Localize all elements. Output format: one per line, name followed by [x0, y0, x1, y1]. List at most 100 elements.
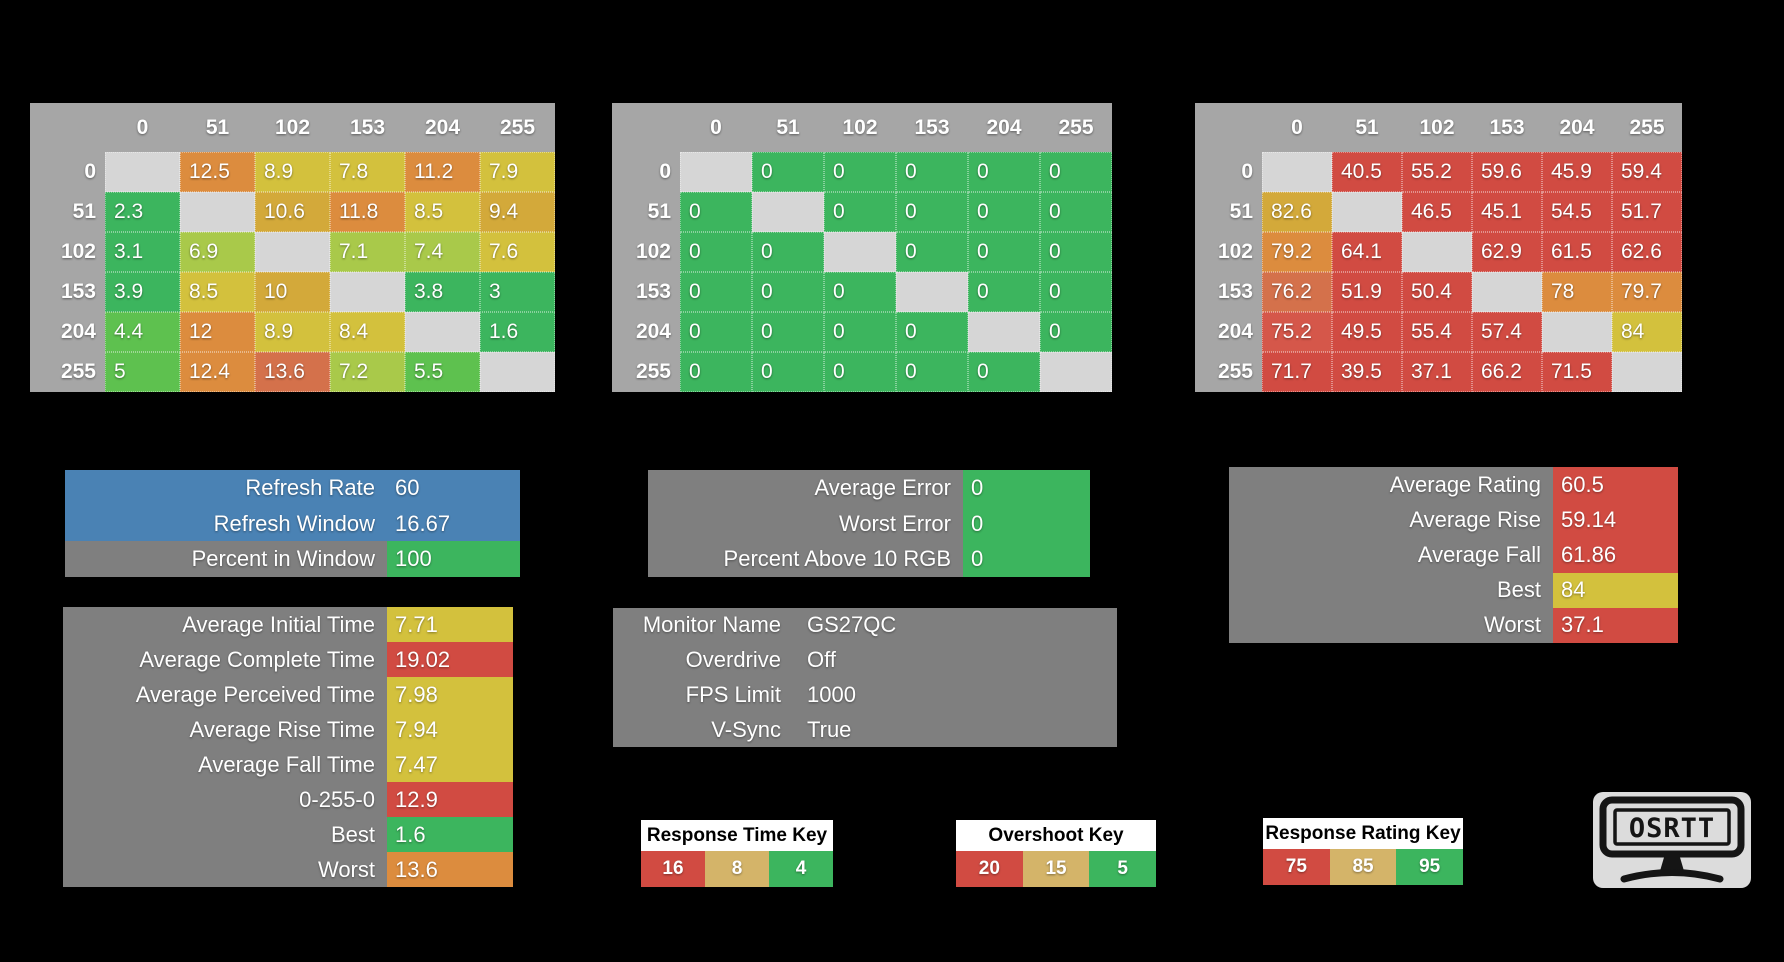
- times-row: Average Fall Time 7.47: [63, 747, 513, 782]
- times-label: Average Complete Time: [63, 642, 387, 677]
- overshoot-cell: 0: [824, 312, 896, 352]
- overshoot-cell: 0: [896, 312, 968, 352]
- rating-label: Best: [1229, 572, 1553, 608]
- response-time-cell: 8.4: [330, 312, 405, 352]
- response-rating-cell: 39.5: [1332, 352, 1402, 392]
- key-cell: 20: [956, 851, 1023, 887]
- response-rating-cell: 62.9: [1472, 232, 1542, 272]
- rating-label: Worst: [1229, 607, 1553, 644]
- refresh-value: 60: [387, 470, 520, 506]
- overshoot-cell: 0: [680, 192, 752, 232]
- overshoot-cell: 0: [896, 352, 968, 392]
- monitor-logo-icon: OSRTT: [1599, 796, 1745, 883]
- response-rating-cell: 55.2: [1402, 152, 1472, 192]
- rating-value: 59.14: [1553, 502, 1678, 538]
- error-row: Average Error 0: [648, 470, 1090, 506]
- response-time-cell: 7.9: [480, 152, 555, 192]
- monitor-value: Off: [793, 642, 1117, 678]
- times-value: 13.6: [387, 852, 513, 887]
- key-title: Overshoot Key: [956, 820, 1156, 851]
- error-row: Percent Above 10 RGB 0: [648, 541, 1090, 578]
- overshoot-cell: 0: [968, 192, 1040, 232]
- overshoot-cell: 0: [680, 272, 752, 312]
- response-rating-cell: 37.1: [1402, 352, 1472, 392]
- response-rating-cell: 54.5: [1542, 192, 1612, 232]
- monitor-label: FPS Limit: [613, 677, 793, 713]
- response-rating-col-header: 153: [1472, 103, 1542, 152]
- response-time-cell: 5.5: [405, 352, 480, 392]
- rating-label: Average Rise: [1229, 502, 1553, 538]
- times-row: Best 1.6: [63, 817, 513, 852]
- times-label: Average Fall Time: [63, 747, 387, 782]
- rating-value: 60.5: [1553, 467, 1678, 503]
- response-rating-row-header: 102: [1195, 232, 1262, 272]
- overshoot-cell: 0: [896, 232, 968, 272]
- response-time-cell: 8.5: [405, 192, 480, 232]
- response-time-cell: 7.4: [405, 232, 480, 272]
- response-time-cell: 10.6: [255, 192, 330, 232]
- key-cell: 4: [769, 851, 833, 887]
- response-time-cell: 2.3: [105, 192, 180, 232]
- overshoot-row-header: 255: [612, 352, 680, 392]
- response-time-row-header: 255: [30, 352, 105, 392]
- overshoot-row-header: 102: [612, 232, 680, 272]
- rating-value: 37.1: [1553, 607, 1678, 644]
- response-time-cell: 11.2: [405, 152, 480, 192]
- key-cells: 16 8 4: [641, 851, 833, 887]
- response-rating-cell: 49.5: [1332, 312, 1402, 352]
- overshoot-col-header: 102: [824, 103, 896, 152]
- monitor-value: GS27QC: [793, 608, 1117, 643]
- response-rating-cell: 61.5: [1542, 232, 1612, 272]
- times-value: 7.71: [387, 607, 513, 642]
- rating-row: Average Fall 61.86: [1229, 537, 1678, 573]
- error-label: Worst Error: [648, 505, 963, 542]
- response-time-cell: 8.9: [255, 152, 330, 192]
- response-time-table: 0 51 102 153 204 255 0 12.5 8.9 7.8 11.2 7.9 51 2.3 10…: [30, 103, 555, 392]
- response-time-diagonal-cell: [405, 312, 480, 352]
- overshoot-diagonal-cell: [680, 152, 752, 192]
- monitor-label: V-Sync: [613, 712, 793, 747]
- overshoot-cell: 0: [824, 352, 896, 392]
- response-rating-row-header: 204: [1195, 312, 1262, 352]
- response-rating-row-header: 153: [1195, 272, 1262, 312]
- overshoot-cell: 0: [824, 152, 896, 192]
- times-label: Average Initial Time: [63, 607, 387, 642]
- overshoot-table: 0 51 102 153 204 255 0 0 0 0 0 0 51 0 0 0 0 0 102 0 0 0 0 0 153 0…: [612, 103, 1112, 392]
- overshoot-row-header: 153: [612, 272, 680, 312]
- response-rating-cell: 55.4: [1402, 312, 1472, 352]
- refresh-label: Refresh Rate: [65, 470, 387, 506]
- osrtt-logo: OSRTT: [1593, 792, 1751, 888]
- monitor-label: Overdrive: [613, 642, 793, 678]
- response-time-key: Response Time Key 16 8 4: [641, 820, 833, 887]
- response-time-cell: 3: [480, 272, 555, 312]
- overshoot-cell: 0: [1040, 232, 1112, 272]
- times-row: 0-255-0 12.9: [63, 782, 513, 817]
- key-title: Response Time Key: [641, 820, 833, 851]
- overshoot-cell: 0: [824, 272, 896, 312]
- times-label: Worst: [63, 852, 387, 887]
- response-rating-corner: [1195, 103, 1262, 152]
- response-rating-cell: 66.2: [1472, 352, 1542, 392]
- response-time-cell: 7.1: [330, 232, 405, 272]
- key-cell: 16: [641, 851, 705, 887]
- monitor-row: V-Sync True: [613, 712, 1117, 747]
- response-time-cell: 7.2: [330, 352, 405, 392]
- response-time-diagonal-cell: [330, 272, 405, 312]
- overshoot-row-header: 51: [612, 192, 680, 232]
- refresh-value: 100: [387, 541, 520, 578]
- response-time-cell: 8.5: [180, 272, 255, 312]
- monitor-row: Monitor Name GS27QC: [613, 608, 1117, 643]
- times-value: 7.94: [387, 712, 513, 747]
- overshoot-cell: 0: [968, 152, 1040, 192]
- overshoot-col-header: 153: [896, 103, 968, 152]
- refresh-label: Refresh Window: [65, 505, 387, 542]
- times-value: 7.47: [387, 747, 513, 782]
- response-rating-cell: 45.1: [1472, 192, 1542, 232]
- overshoot-cell: 0: [752, 272, 824, 312]
- error-label: Percent Above 10 RGB: [648, 541, 963, 578]
- refresh-info-panel: Refresh Rate 60 Refresh Window 16.67 Percent…: [65, 470, 520, 578]
- times-row: Average Complete Time 19.02: [63, 642, 513, 677]
- response-rating-table: 0 51 102 153 204 255 0 40.5 55.2 59.6 45.9 59.4 51 82…: [1195, 103, 1682, 392]
- key-cell: 15: [1022, 851, 1090, 887]
- response-rating-diagonal-cell: [1472, 272, 1542, 312]
